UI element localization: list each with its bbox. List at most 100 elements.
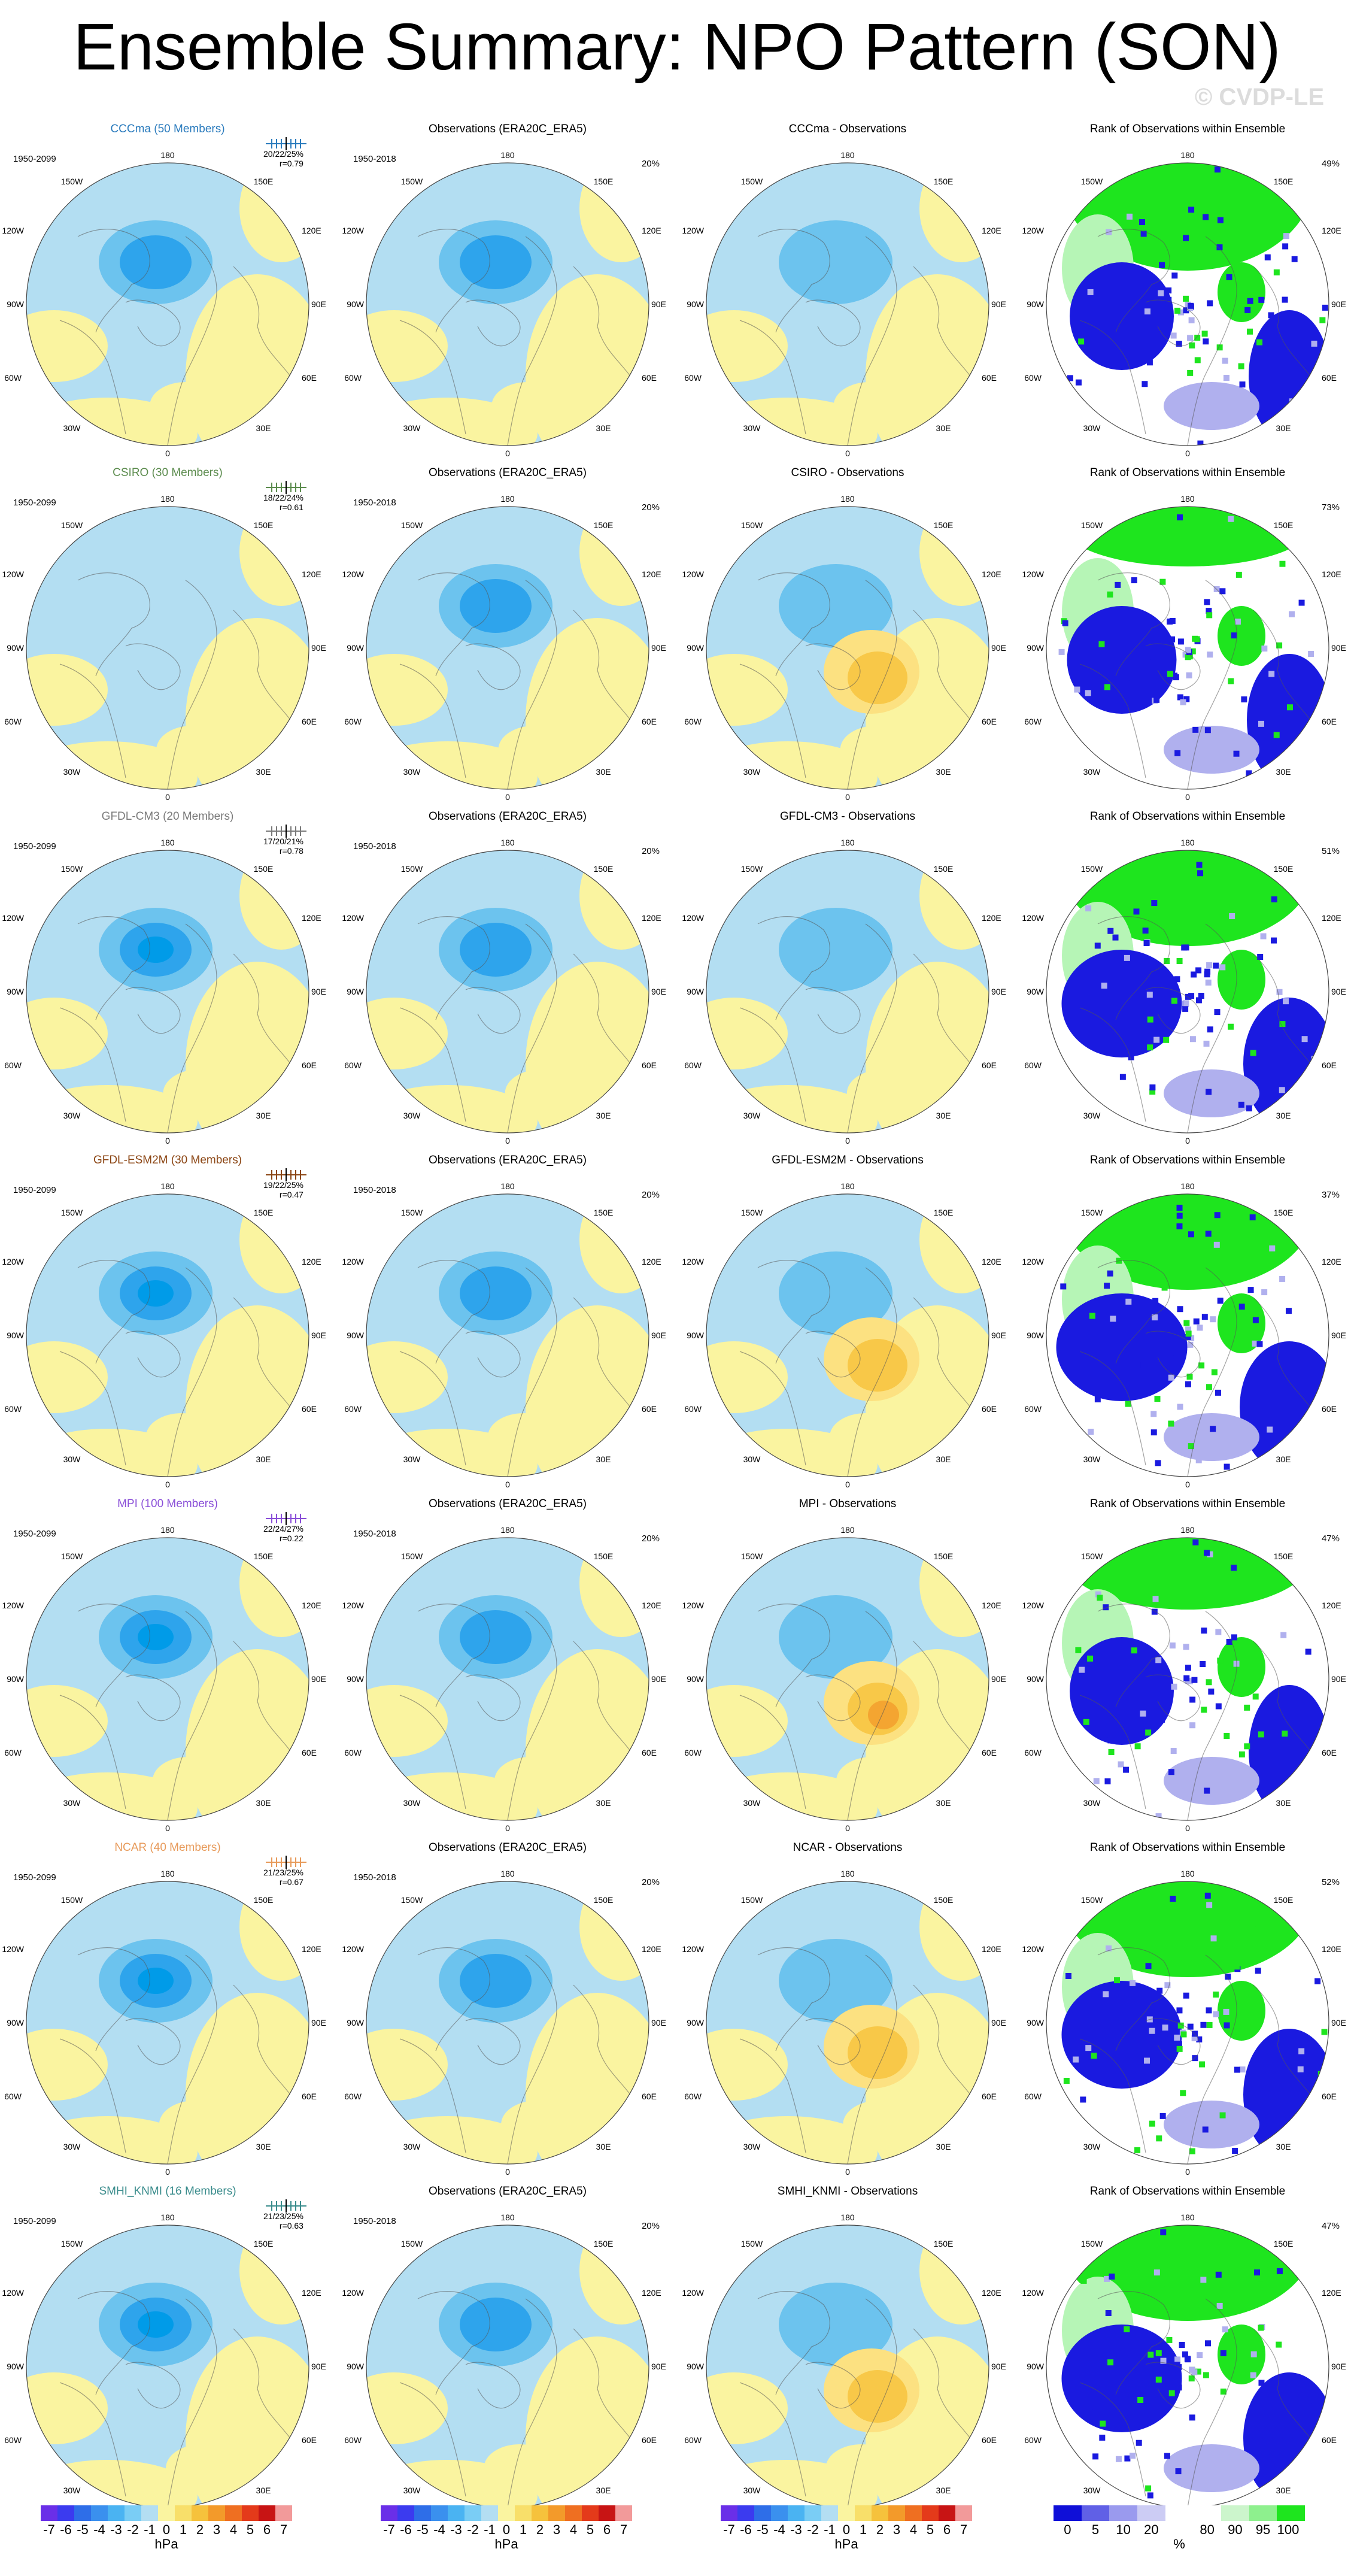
colorbar-swatch [242,2505,259,2521]
longitude-label-top: 180 [160,1181,175,1191]
years-label: 1950-2018 [353,498,396,508]
longitude-label-bottom: 0 [165,792,170,802]
negative-contour [460,235,532,289]
colorbar-tick-label: 100 [1277,2522,1300,2537]
longitude-label-e2: 60E [642,2435,657,2445]
longitude-label-e2: 60E [642,717,657,726]
colorbar-unit: hPa [154,2536,178,2551]
longitude-label-nw: 150W [401,2239,423,2248]
longitude-label-w2: 60W [4,1404,22,1414]
longitude-label-se: 30E [1276,767,1291,777]
longitude-label-nw: 150W [741,2239,763,2248]
difference-panel: SMHI_KNMI - Observations 180 150E 120E 90E 60… [682,2185,1009,2529]
rank-lowish-region [1164,382,1259,430]
longitude-label-bottom: 0 [845,1480,850,1489]
negative-contour [779,2283,892,2366]
colorbar-tick-label: 1 [179,2522,187,2537]
polar-map: 180 150E 120E 90E 60E 30E 0 30W 60W 90W 120W 150W [2,1525,326,1833]
pressure-field [366,507,649,789]
positive-region [498,726,570,774]
colorbar-tick-label: 5 [246,2522,254,2537]
colorbar-tick-label: -7 [723,2522,735,2537]
rank-low-region [1070,1637,1174,1745]
longitude-label-nw: 150W [61,520,83,530]
rank-field [1046,1538,1329,1820]
longitude-label-e2: 60E [982,1404,997,1414]
rank-percent: 47% [1321,1534,1340,1544]
polar-map: 180 150E 120E 90E 60E 30E 0 30W 60W 90W 120W 150W [2,838,326,1145]
longitude-label-w1: 120W [2,1601,24,1610]
longitude-label-e1: 120E [642,226,661,235]
colorbar-swatch [515,2505,532,2521]
pattern-spread-whisker [266,825,306,838]
longitude-label-e2: 60E [1322,717,1337,726]
coastlines [739,916,974,1133]
colorbar-swatch [872,2505,888,2521]
colorbar-tick-label: -4 [93,2522,105,2537]
rank-low-region [1061,1981,1182,2089]
positive-region [706,2372,788,2444]
colorbar-tick-label: 1 [519,2522,527,2537]
longitude-label-nw: 150W [1081,864,1103,874]
colorbar-swatch [838,2505,855,2521]
colorbar-tick-label: 4 [909,2522,918,2537]
coastlines [1079,1260,1314,1477]
colorbar-swatch [737,2505,754,2521]
rank-high-region [1218,2325,1265,2384]
pattern-spread-whisker [266,1856,306,1869]
longitude-label-e: 90E [1331,1331,1346,1340]
longitude-label-nw: 150W [61,1895,83,1905]
colorbar-swatch [431,2505,448,2521]
variance-percent: 19/22/25% [263,1180,303,1190]
longitude-label-w: 90W [687,2018,705,2028]
ensemble-row: GFDL-CM3 (20 Members) 180 150E 120E 90E 60E 30… [0,810,1354,1154]
longitude-label-e2: 60E [1322,2092,1337,2101]
longitude-label-sw: 30W [1083,1111,1101,1120]
longitude-label-sw: 30W [743,767,761,777]
polar-map: 180 150E 120E 90E 60E 30E 0 30W 60W 90W 120W 150W [342,494,666,802]
longitude-label-sw: 30W [743,1111,761,1120]
colorbar-tick-label: 80 [1200,2522,1215,2537]
colorbar-tick-label: -6 [740,2522,752,2537]
longitude-label-e2: 60E [302,1404,317,1414]
colorbar-tick-label: 2 [196,2522,204,2537]
positive-region [239,507,309,606]
panel-title: CSIRO (30 Members) [113,466,223,479]
longitude-label-top: 180 [500,838,515,847]
map-border [706,506,989,790]
positive-contour [848,1339,907,1392]
longitude-label-ne: 150E [934,2239,954,2248]
longitude-label-nw: 150W [401,1551,423,1561]
negative-contour [138,1968,174,1994]
positive-region [706,1685,788,1757]
pattern-spread-whisker [266,1512,306,1525]
longitude-label-w2: 60W [684,2435,702,2445]
longitude-label-ne: 150E [1274,177,1294,186]
rank-low-region [1061,950,1182,1057]
polar-map: 180 150E 120E 90E 60E 30E 0 30W 60W 90W 120W 150W [342,150,666,458]
longitude-label-w: 90W [7,643,25,653]
longitude-label-top: 180 [160,1525,175,1535]
panel-title: Rank of Observations within Ensemble [1089,1498,1286,1510]
coastlines [1079,1947,1314,2164]
longitude-label-w2: 60W [684,1060,702,1070]
coastlines [1079,2291,1314,2508]
longitude-label-w1: 120W [342,226,364,235]
longitude-label-sw: 30W [743,1454,761,1464]
colorbar-swatch [1165,2505,1194,2521]
longitude-label-bottom: 0 [845,792,850,802]
pattern-correlation: r=0.22 [279,1534,303,1543]
longitude-label-w: 90W [687,299,705,309]
rank-field [1046,1194,1329,1477]
map-border [706,162,989,446]
positive-region [579,507,649,606]
variance-stats: 22/24/27% r=0.22 [263,1524,303,1543]
longitude-label-w2: 60W [684,2092,702,2101]
longitude-label-w1: 120W [2,226,24,235]
positive-region [836,1757,909,1805]
pressure-field [366,163,649,446]
rank-percent: 47% [1321,2221,1340,2231]
observations-panel: Observations (ERA20C_ERA5) 180 150E 120E 90E… [342,2185,669,2529]
longitude-label-sw: 30W [743,2486,761,2495]
longitude-label-ne: 150E [934,177,954,186]
